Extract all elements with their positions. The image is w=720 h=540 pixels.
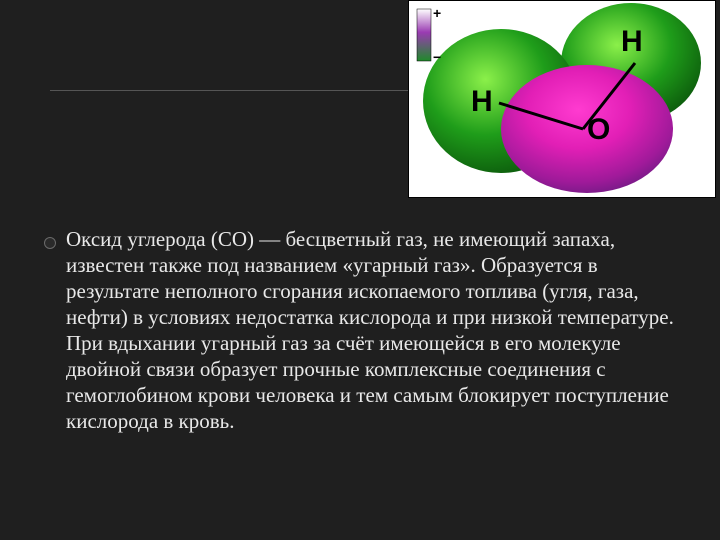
atom-label-h2: H [621, 25, 643, 59]
atom-label-h1: H [471, 85, 493, 119]
bullet-marker-icon [44, 237, 56, 249]
scale-bar-icon [417, 9, 431, 61]
atom-label-o: O [587, 113, 610, 147]
slide: + − H H O Оксид углерода (СО) — бесцветн… [0, 0, 720, 540]
scale-minus-label: − [433, 49, 441, 65]
molecule-svg [409, 1, 717, 199]
body-paragraph: Оксид углерода (СО) — бесцветный газ, не… [66, 226, 682, 434]
molecule-figure: + − H H O [408, 0, 716, 198]
scale-plus-label: + [433, 5, 441, 21]
